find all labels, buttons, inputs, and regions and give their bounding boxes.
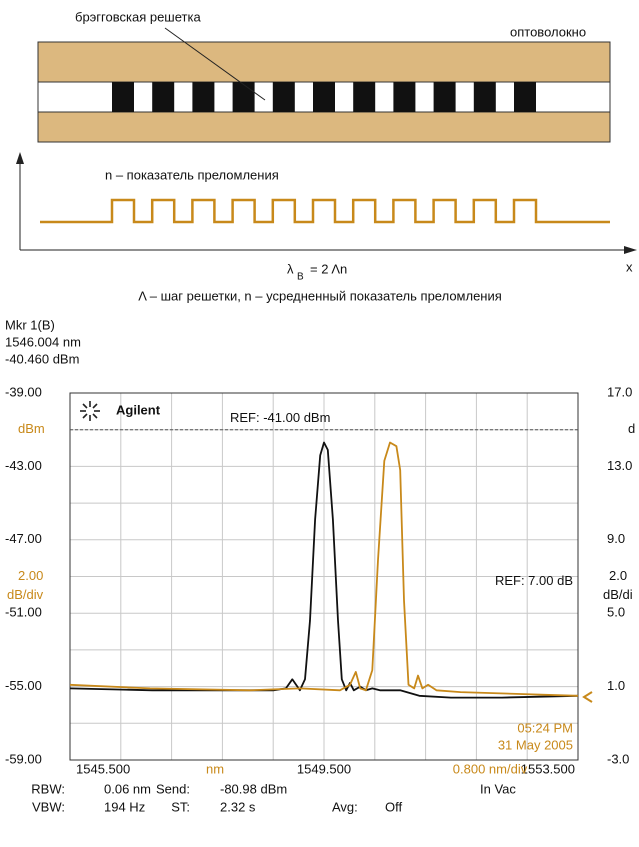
grating-block — [152, 82, 175, 112]
grating-block — [353, 82, 376, 112]
grating-block — [514, 82, 536, 112]
trace — [69, 441, 579, 699]
x-tick-label: 1545.500 — [76, 761, 130, 776]
grating-block — [313, 82, 335, 112]
time: 05:24 PM — [517, 720, 573, 735]
setting-value: 194 Hz — [104, 799, 145, 814]
formula-sub: B — [297, 272, 304, 283]
axis-label: x — [626, 259, 633, 274]
setting-label: VBW: — [32, 799, 65, 814]
y-unit: dBm — [18, 421, 45, 436]
y2-div: 2.0 — [609, 568, 627, 583]
setting-value: 0.06 nm — [104, 781, 151, 796]
grating-block — [473, 82, 496, 112]
y2-div-unit: dB/di — [603, 587, 633, 602]
x-tick-label: 1553.500 — [521, 761, 575, 776]
grating-label: брэгговская решетка — [75, 9, 201, 24]
ref-label: REF: -41.00 dBm — [230, 410, 330, 425]
y-div: 2.00 — [18, 568, 43, 583]
formula: = 2 Λn — [310, 261, 347, 276]
grating-block — [232, 82, 255, 112]
date: 31 May 2005 — [498, 737, 573, 752]
fiber-label: оптоволокно — [510, 24, 586, 39]
y-tick-label: -59.00 — [5, 751, 42, 766]
trace — [69, 441, 579, 697]
x-tick-label: 1549.500 — [297, 761, 351, 776]
arrow-head — [16, 152, 24, 164]
grating-block — [393, 82, 416, 112]
marker-readout: Mkr 1(B) — [5, 317, 55, 332]
spectrum-chart: Mkr 1(B) 1546.004 nm -40.460 dBm Agilent -39… — [5, 317, 635, 814]
agilent-logo — [80, 401, 100, 421]
y-tick-label: -51.00 — [5, 605, 42, 620]
marker-readout: -40.460 dBm — [5, 351, 79, 366]
y2-tick-label: 1.0 — [607, 678, 625, 693]
y-tick-label: -43.00 — [5, 458, 42, 473]
setting-label: Send: — [156, 781, 190, 796]
setting-label: RBW: — [31, 781, 65, 796]
y2-tick-label: 9.0 — [607, 531, 625, 546]
plot-frame — [69, 392, 579, 761]
brand: Agilent — [116, 402, 161, 417]
setting-label: Avg: — [332, 799, 358, 814]
index-profile — [40, 198, 610, 224]
y-tick-label: -55.00 — [5, 678, 42, 693]
grating — [112, 82, 536, 112]
grating-block — [192, 82, 215, 112]
y2-tick-label: -3.0 — [607, 751, 629, 766]
y-div-unit: dB/div — [7, 587, 44, 602]
grating-block — [112, 82, 134, 112]
setting-value: -80.98 dBm — [220, 781, 287, 796]
caption: Λ – шаг решетки, n – усредненный показат… — [138, 288, 502, 303]
arrow-head — [624, 246, 637, 254]
setting-value: Off — [385, 799, 402, 814]
x-unit: nm — [206, 761, 224, 776]
pointer — [164, 27, 266, 101]
y2-tick-label: 13.0 — [607, 458, 632, 473]
grating-block — [433, 82, 456, 112]
y-tick-label: -47.00 — [5, 531, 42, 546]
y2-tick-label: 17.0 — [607, 384, 632, 399]
setting-label: In Vac — [480, 781, 516, 796]
y2-unit: d — [628, 421, 635, 436]
marker-readout: 1546.004 nm — [5, 334, 81, 349]
ref-marker — [582, 691, 593, 703]
y2-tick-label: 5.0 — [607, 605, 625, 620]
grating-block — [272, 82, 295, 112]
setting-value: 2.32 s — [220, 799, 256, 814]
setting-label: ST: — [171, 799, 190, 814]
ref2-label: REF: 7.00 dB — [495, 573, 573, 588]
x-div: 0.800 nm/div — [453, 761, 528, 776]
index-label: n – показатель преломления — [105, 167, 279, 182]
formula-lambda: λ — [287, 261, 294, 276]
y-tick-label: -39.00 — [5, 384, 42, 399]
